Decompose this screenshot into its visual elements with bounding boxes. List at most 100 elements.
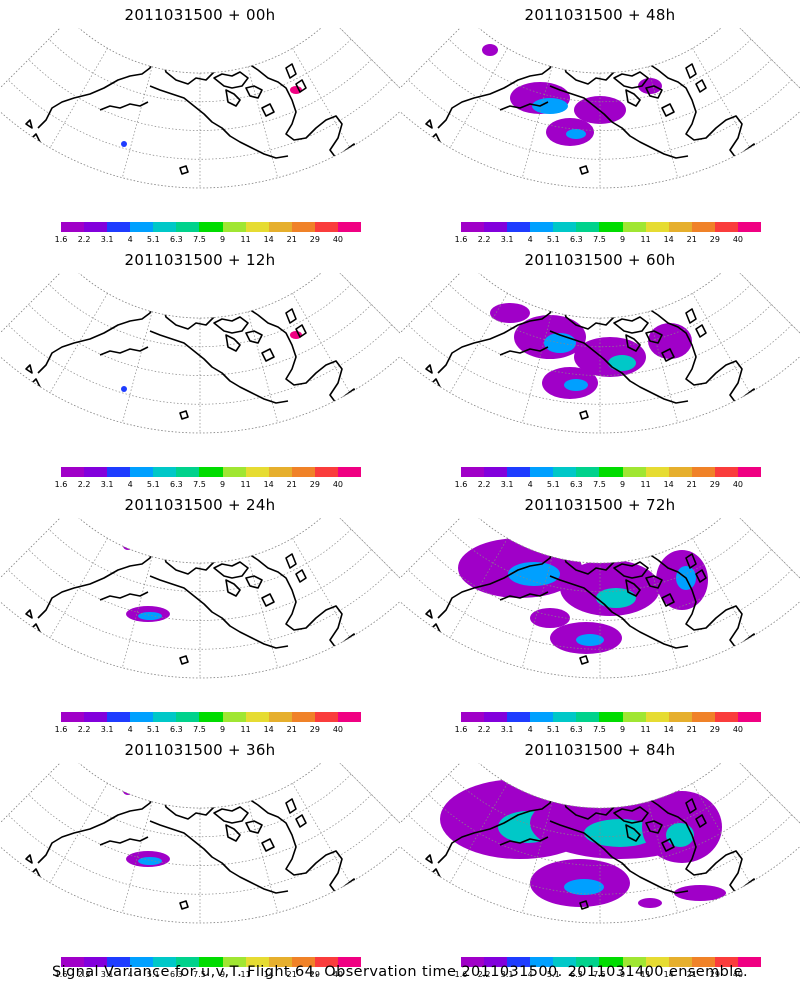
longitude-line xyxy=(247,801,278,913)
coastline xyxy=(225,824,241,842)
colorbar-swatch xyxy=(268,957,292,967)
colorbar-tick-label: 21 xyxy=(686,480,697,489)
colorbar-tick-label: 4 xyxy=(127,480,133,489)
colorbar-swatch xyxy=(622,712,646,722)
panel-title: 2011031500 + 48h xyxy=(524,6,676,24)
coastline xyxy=(645,330,663,344)
colorbar-swatch xyxy=(61,957,85,967)
colorbar-swatch xyxy=(176,222,200,232)
figure-caption: Signal Variance for u,v,T. Flight 64. Ob… xyxy=(52,964,748,980)
coastline xyxy=(225,579,241,597)
colorbar-tick-label: 40 xyxy=(332,235,344,244)
coastline xyxy=(549,85,689,159)
colorbar-swatch xyxy=(576,957,600,967)
colorbar-tick-label: 5.1 xyxy=(146,480,160,489)
colorbar-swatch xyxy=(691,712,715,722)
colorbar-tick-label: 11 xyxy=(240,970,251,979)
colorbar-swatch xyxy=(130,222,154,232)
colorbar-tick-label: 2.2 xyxy=(477,970,491,979)
coastline xyxy=(579,410,589,420)
coastline xyxy=(245,575,263,589)
colorbar-swatch xyxy=(268,222,292,232)
coastline xyxy=(579,165,589,175)
colorbar-swatch xyxy=(553,957,577,967)
coastline xyxy=(25,854,33,864)
colorbar-tick-label: 5.1 xyxy=(546,480,560,489)
colorbar-swatch xyxy=(107,222,131,232)
colorbar-tick-label: 3.1 xyxy=(500,235,514,244)
colorbar-swatch xyxy=(153,467,177,477)
coastline xyxy=(245,820,263,834)
colorbar-tick-label: 3.1 xyxy=(500,970,514,979)
colorbar-tick-label: 29 xyxy=(309,725,320,734)
variance-region xyxy=(482,44,498,56)
colorbar-swatch xyxy=(314,467,338,477)
colorbar-swatch xyxy=(530,957,554,967)
colorbar-tick-label: 1.6 xyxy=(54,725,68,734)
colorbar-tick-label: 40 xyxy=(332,970,344,979)
colorbar-tick-label: 5.1 xyxy=(146,970,160,979)
colorbar-swatch xyxy=(176,957,200,967)
colorbar-swatch xyxy=(507,467,531,477)
latitude-line xyxy=(448,283,752,348)
map-panel: 2011031500 + 84h 1.6 2.2 3.1 4 5.1 6.3 7.5 9 11 14… xyxy=(400,735,800,980)
colorbar-swatch xyxy=(484,712,508,722)
colorbar-swatch xyxy=(530,222,554,232)
coastline xyxy=(425,609,433,619)
variance-region xyxy=(138,612,162,620)
variance-region xyxy=(564,879,604,895)
colorbar-swatch xyxy=(714,957,738,967)
colorbar-swatch xyxy=(668,957,692,967)
variance-region xyxy=(544,333,576,353)
colorbar-tick-label: 21 xyxy=(686,970,697,979)
colorbar-swatch xyxy=(599,467,623,477)
colorbar-swatch xyxy=(714,222,738,232)
colorbar-swatch xyxy=(737,467,762,477)
longitude-line xyxy=(400,28,470,101)
colorbar-tick-label: 40 xyxy=(332,725,344,734)
coastline xyxy=(685,798,697,814)
coastline xyxy=(499,101,549,111)
colorbar-swatch xyxy=(714,712,738,722)
longitude-line xyxy=(330,273,400,346)
colorbar-tick-label: 14 xyxy=(663,970,674,979)
coastline xyxy=(149,85,289,159)
map-panel: 2011031500 + 36h 1.6 2.2 3.1 4 5.1 6.3 7.5 9 11 14… xyxy=(0,735,400,980)
longitude-line xyxy=(330,518,400,591)
coastline xyxy=(149,330,289,404)
longitude-line xyxy=(449,293,508,393)
coastline xyxy=(613,561,649,579)
colorbar-swatch xyxy=(668,222,692,232)
longitude-line xyxy=(0,28,70,101)
colorbar-swatch xyxy=(484,467,508,477)
longitude-line xyxy=(247,311,278,423)
colorbar-swatch xyxy=(668,467,692,477)
colorbar-tick-label: 1.6 xyxy=(454,480,468,489)
colorbar-tick-label: 14 xyxy=(663,480,674,489)
colorbar-swatch xyxy=(222,467,246,477)
colorbar-ticks: 1.6 2.2 3.1 4 5.1 6.3 7.5 9 11 14 21 29 40 xyxy=(54,725,367,735)
coastline xyxy=(285,553,297,569)
panel-title: 2011031500 + 84h xyxy=(524,741,676,759)
colorbar-tick-label: 3.1 xyxy=(100,480,114,489)
colorbar-ticks: 1.6 2.2 3.1 4 5.1 6.3 7.5 9 11 14 21 29 40 xyxy=(455,970,767,980)
map-panel: 2011031500 + 12h 1.6 2.2 3.1 4 5.1 6.3 7.5 9 11 14… xyxy=(0,245,400,490)
colorbar-tick-label: 21 xyxy=(286,480,297,489)
map-boundary xyxy=(0,763,400,924)
coastline xyxy=(613,806,649,824)
longitude-line xyxy=(522,311,553,423)
colorbar-swatch xyxy=(268,467,292,477)
colorbar-swatch xyxy=(245,222,269,232)
longitude-line xyxy=(122,311,153,423)
map-boundary xyxy=(400,273,800,434)
colorbar-tick-label: 29 xyxy=(709,970,720,979)
colorbar-swatch xyxy=(84,957,108,967)
coastline xyxy=(499,591,549,601)
latitude-line xyxy=(448,38,752,103)
coastline xyxy=(213,316,249,334)
colorbar-ticks: 1.6 2.2 3.1 4 5.1 6.3 7.5 9 11 14 21 29 40 xyxy=(55,480,367,490)
colorbar-ticks: 1.6 2.2 3.1 4 5.1 6.3 7.5 9 11 14 21 29 40 xyxy=(55,235,367,245)
colorbar-tick-label: 6.3 xyxy=(570,235,583,244)
colorbar-swatch xyxy=(61,222,85,232)
longitude-line xyxy=(522,66,553,178)
